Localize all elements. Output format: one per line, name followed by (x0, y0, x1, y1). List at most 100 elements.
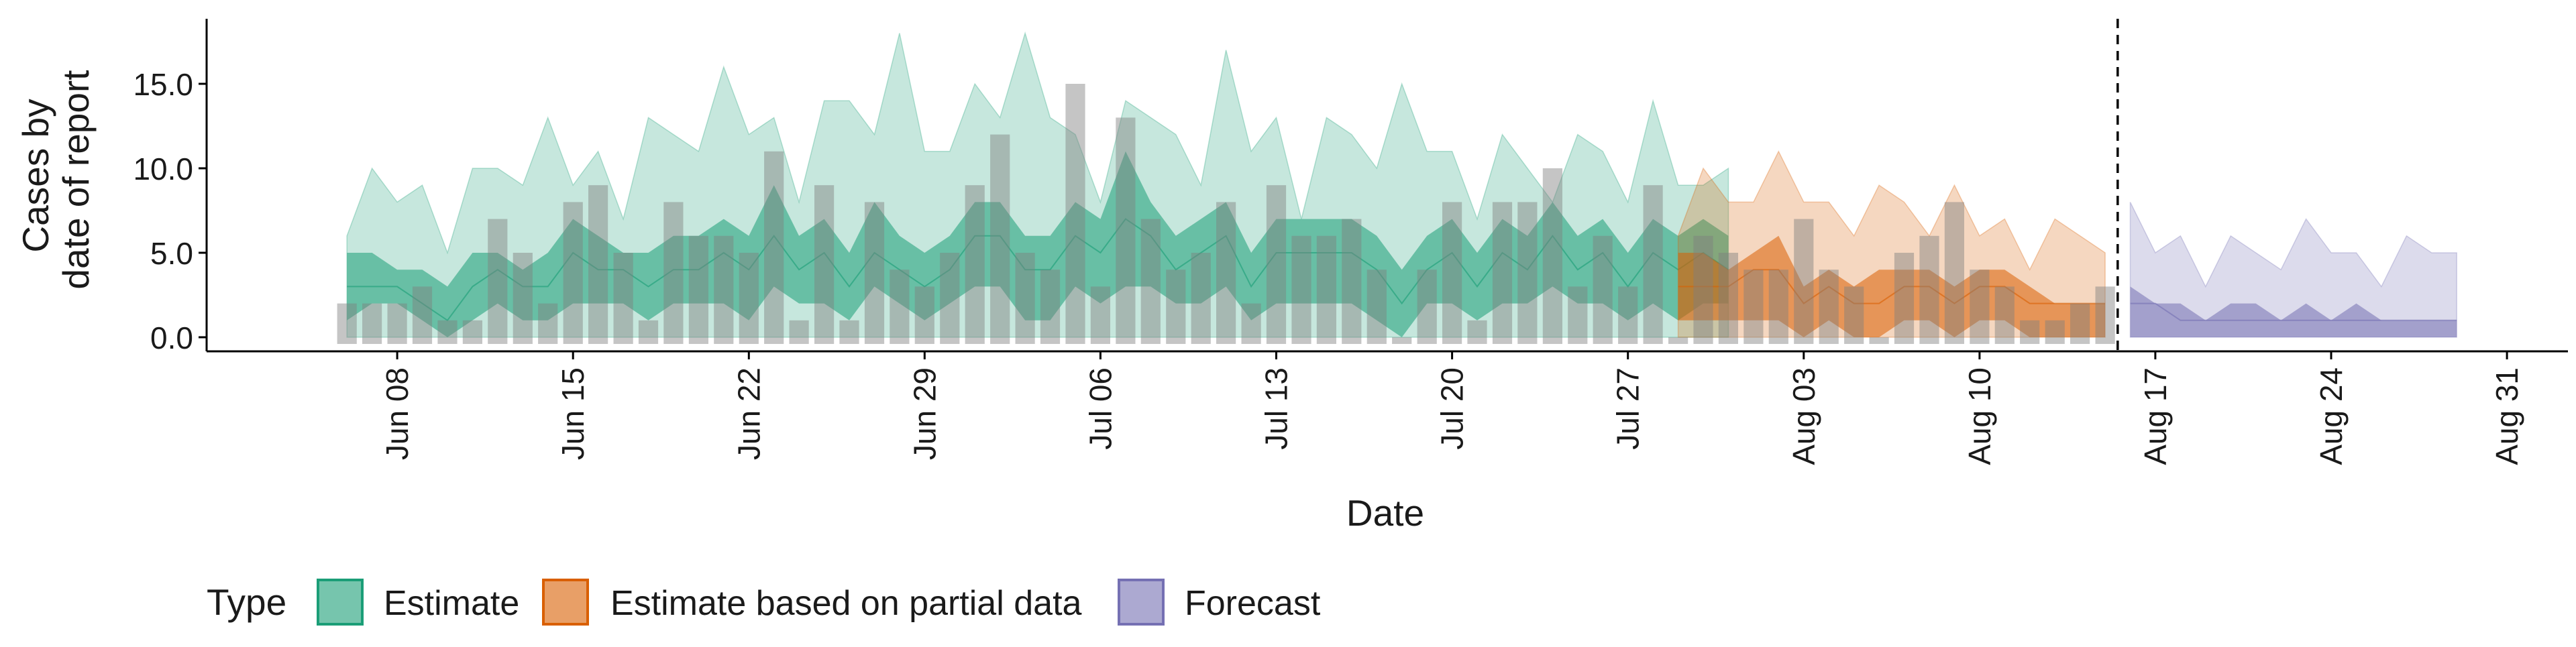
observed-case-bar (1366, 270, 1387, 344)
observed-case-bar (1291, 235, 1311, 344)
observed-case-bar (1392, 337, 1412, 344)
legend: Type Estimate Estimate based on partial … (207, 579, 1321, 626)
observed-case-bar (1869, 337, 1889, 344)
observed-case-bar (613, 253, 633, 344)
observed-case-bar (1542, 168, 1562, 344)
observed-case-bar (914, 286, 934, 344)
observed-case-bar (538, 303, 558, 344)
observed-case-bar (990, 134, 1010, 344)
legend-label-partial: Estimate based on partial data (610, 584, 1082, 623)
observed-case-bar (1065, 84, 1085, 344)
y-tick-label: 0.0 (150, 320, 193, 355)
observed-case-bar (1743, 270, 1764, 344)
observed-case-bar (387, 303, 407, 344)
x-axis-title: Date (1346, 492, 1424, 534)
observed-case-bar (437, 320, 458, 344)
observed-case-bar (940, 253, 960, 344)
observed-case-bar (1015, 253, 1035, 344)
observed-case-bar (1492, 202, 1513, 344)
x-tick-label: Jul 27 (1611, 367, 1646, 450)
observed-case-bar (1241, 303, 1261, 344)
legend-label-estimate: Estimate (384, 584, 519, 623)
observed-case-bar (1768, 270, 1788, 344)
observed-case-bar (864, 202, 885, 344)
x-tick-label: Jul 20 (1435, 367, 1470, 450)
observed-case-bar (789, 320, 809, 344)
observed-case-bar (337, 303, 357, 344)
legend-key-partial (542, 579, 589, 626)
legend-label-forecast: Forecast (1185, 584, 1321, 623)
legend-key-estimate (317, 579, 364, 626)
observed-case-bar (513, 253, 533, 344)
y-tick-label: 15.0 (133, 67, 193, 102)
observed-case-bar (663, 202, 684, 344)
observed-case-bar (1316, 235, 1336, 344)
observed-case-bar (1718, 253, 1738, 344)
x-tick-label: Aug 03 (1786, 367, 1821, 465)
observed-case-bar (1794, 219, 1814, 344)
observed-case-bar (1342, 219, 1362, 344)
observed-case-bar (1568, 286, 1588, 344)
observed-case-bar (1140, 219, 1161, 344)
partial-50-interval (1678, 235, 2106, 337)
observed-case-bar (688, 235, 708, 344)
observed-case-bar (1819, 270, 1839, 344)
observed-case-bar (1266, 185, 1287, 344)
legend-key-forecast (1118, 579, 1165, 626)
observed-case-bar (1442, 202, 1462, 344)
observed-case-bar (1467, 320, 1487, 344)
forecast-median-line (2130, 302, 2457, 321)
x-tick-label: Jul 06 (1083, 367, 1118, 450)
observed-case-bar (1116, 117, 1136, 344)
observed-case-bar (1919, 235, 1939, 344)
observed-case-bar (814, 185, 835, 344)
forecast-50-interval (2130, 286, 2457, 337)
observed-case-bar (638, 320, 659, 344)
observed-case-bar (1090, 286, 1110, 344)
x-tick-label: Aug 10 (1962, 367, 1997, 465)
observed-case-bar (588, 185, 608, 344)
observed-case-bar (2070, 303, 2090, 344)
x-tick-label: Aug 31 (2489, 367, 2524, 465)
partial-median-line (1678, 269, 2106, 304)
legend-title: Type (207, 581, 286, 623)
x-tick-label: Jul 13 (1259, 367, 1294, 450)
observed-case-bar (1994, 286, 2015, 344)
observed-case-bar (1517, 202, 1538, 344)
y-axis-title-line-1: Cases by (15, 99, 56, 253)
observed-case-bar (965, 185, 985, 344)
observed-case-bar (1040, 270, 1061, 344)
observed-case-bar (1643, 185, 1663, 344)
observed-case-bar (1191, 253, 1211, 344)
observed-case-bar (1970, 270, 1990, 344)
observed-case-bar (714, 235, 734, 344)
x-tick-label: Aug 17 (2138, 367, 2173, 465)
observed-case-bar (1944, 202, 1964, 344)
observed-case-bar (563, 202, 583, 344)
observed-case-bar (412, 286, 433, 344)
observed-case-bar (2095, 286, 2115, 344)
observed-case-bar (1894, 253, 1915, 344)
observed-case-bar (2045, 320, 2065, 344)
observed-case-bar (1216, 202, 1236, 344)
observed-case-bar (462, 320, 482, 344)
observed-case-bar (739, 253, 759, 344)
observed-case-bar (1166, 270, 1186, 344)
observed-case-bar (839, 320, 859, 344)
observed-case-bar (1693, 235, 1713, 344)
y-tick-label: 5.0 (150, 236, 193, 271)
observed-case-bar (362, 303, 382, 344)
observed-case-bar (488, 219, 508, 344)
y-axis-title-line-2: date of report (55, 70, 97, 289)
observed-case-bar (890, 270, 910, 344)
x-tick-label: Aug 24 (2314, 367, 2349, 465)
observed-case-bar (2020, 320, 2040, 344)
estimate-median-line (347, 218, 1729, 322)
observed-case-bar (1417, 270, 1437, 344)
observed-case-bar (764, 151, 784, 345)
estimate-50-interval (347, 151, 1729, 338)
observed-case-bar (1668, 337, 1688, 344)
x-tick-label: Jun 29 (907, 367, 942, 460)
x-tick-label: Jun 22 (731, 367, 766, 460)
